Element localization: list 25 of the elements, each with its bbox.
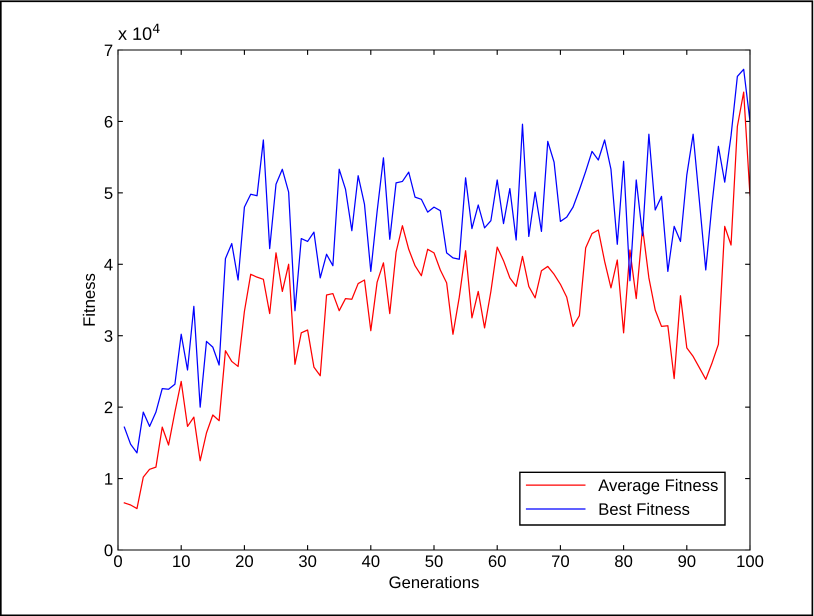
legend-label: Best Fitness (600, 502, 690, 516)
y-axis-title: Fitness (82, 274, 96, 326)
y-tick-label: 0 (104, 544, 112, 556)
y-tick-label: 5 (104, 187, 112, 200)
x-tick-label: 90 (678, 555, 696, 568)
x-tick-label: 20 (236, 555, 254, 568)
x-tick-label: 60 (488, 555, 506, 568)
x-tick-label: 0 (114, 555, 122, 568)
x-tick-label: 100 (737, 555, 764, 568)
x-tick-label: 70 (552, 555, 570, 568)
x-tick-label: 30 (298, 555, 316, 568)
x-tick-label: 80 (615, 555, 632, 568)
x-tick-label: 50 (425, 555, 443, 568)
y-tick-label: 7 (104, 44, 112, 56)
legend-label: Average Fitness (598, 478, 718, 494)
line-series (124, 68, 750, 454)
y-tick-label: 4 (104, 258, 113, 270)
text: x 10$^{4}$ (118, 24, 160, 40)
x-axis-title: Generations (389, 576, 479, 588)
y-tick-label: 6 (104, 116, 112, 128)
y-tick-label: 1 (105, 473, 112, 485)
x-tick-label: 10 (173, 555, 190, 568)
x-tick-label: 40 (362, 555, 380, 568)
y-tick-label: 3 (104, 330, 112, 342)
y-tick-label: 2 (104, 402, 112, 414)
